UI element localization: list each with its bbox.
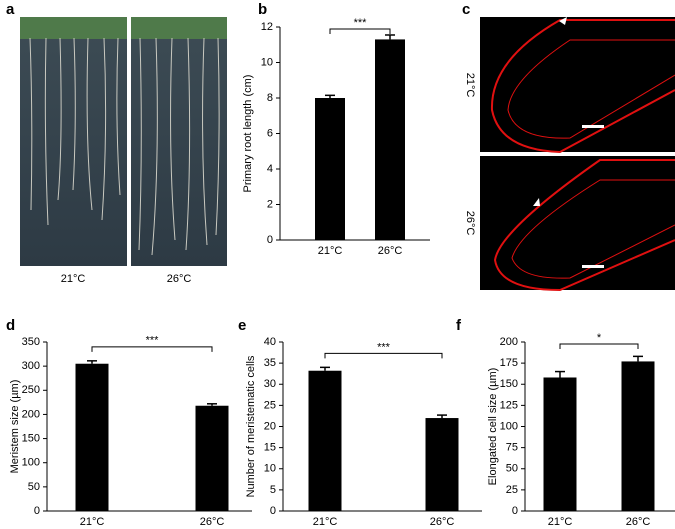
y-tick-label: 150 xyxy=(22,432,40,444)
bar xyxy=(425,418,459,511)
x-tick-label: 21°C xyxy=(318,245,343,257)
y-tick-label: 200 xyxy=(500,336,518,348)
y-tick-label: 50 xyxy=(28,481,40,493)
photo-caption: 26°C xyxy=(167,273,192,285)
y-axis-label: Meristem size (µm) xyxy=(9,380,21,474)
x-tick-label: 26°C xyxy=(200,516,225,528)
x-tick-label: 21°C xyxy=(80,516,105,528)
y-tick-label: 100 xyxy=(500,420,518,432)
significance-label: *** xyxy=(354,17,368,29)
y-tick-label: 200 xyxy=(22,408,40,420)
bar xyxy=(315,98,345,240)
y-tick-label: 30 xyxy=(264,378,276,390)
bar xyxy=(621,361,655,511)
photo-caption: 21°C xyxy=(61,273,86,285)
y-tick-label: 40 xyxy=(264,336,276,348)
x-tick-label: 21°C xyxy=(313,516,338,528)
y-tick-label: 8 xyxy=(267,92,273,104)
panel-label: c xyxy=(462,1,470,18)
y-tick-label: 20 xyxy=(264,420,276,432)
y-tick-label: 5 xyxy=(270,484,276,496)
image-caption: 26°C xyxy=(464,211,476,236)
y-tick-label: 0 xyxy=(512,505,518,517)
image-caption: 21°C xyxy=(464,73,476,98)
y-tick-label: 10 xyxy=(264,463,276,475)
significance-label: *** xyxy=(146,335,160,347)
x-tick-label: 21°C xyxy=(548,516,573,528)
y-tick-label: 25 xyxy=(506,484,518,496)
x-tick-label: 26°C xyxy=(626,516,651,528)
panel-label: d xyxy=(6,317,15,334)
significance-bracket xyxy=(329,28,391,34)
significance-bracket xyxy=(324,352,443,359)
y-tick-label: 125 xyxy=(500,399,518,411)
y-tick-label: 12 xyxy=(261,21,273,33)
plate-photos xyxy=(20,17,227,266)
y-tick-label: 150 xyxy=(500,378,518,390)
significance-label: * xyxy=(597,332,602,344)
bar xyxy=(543,377,577,511)
x-tick-label: 26°C xyxy=(378,245,403,257)
y-tick-label: 25 xyxy=(264,399,276,411)
y-tick-label: 75 xyxy=(506,442,518,454)
y-tick-label: 15 xyxy=(264,442,276,454)
significance-label: *** xyxy=(377,341,391,353)
panel-label: f xyxy=(456,317,462,334)
bar xyxy=(375,39,405,240)
y-tick-label: 10 xyxy=(261,56,273,68)
y-tick-label: 4 xyxy=(267,163,273,175)
x-tick-label: 26°C xyxy=(430,516,455,528)
y-tick-label: 350 xyxy=(22,336,40,348)
y-tick-label: 0 xyxy=(267,234,273,246)
y-tick-label: 175 xyxy=(500,357,518,369)
y-axis-label: Elongated cell size (µm) xyxy=(487,368,499,486)
y-tick-label: 35 xyxy=(264,357,276,369)
y-tick-label: 2 xyxy=(267,198,273,210)
microscopy-images xyxy=(480,17,675,292)
panel-label: e xyxy=(238,317,246,334)
y-tick-label: 300 xyxy=(22,360,40,372)
y-axis-label: Number of meristematic cells xyxy=(245,355,257,497)
y-tick-label: 0 xyxy=(270,505,276,517)
bar xyxy=(195,405,229,511)
bar xyxy=(75,363,109,511)
y-axis-label: Primary root length (cm) xyxy=(242,75,254,193)
y-tick-label: 250 xyxy=(22,384,40,396)
y-tick-label: 6 xyxy=(267,127,273,139)
significance-bracket xyxy=(91,346,213,352)
y-tick-label: 100 xyxy=(22,457,40,469)
significance-bracket xyxy=(559,343,639,349)
panel-label: b xyxy=(258,1,267,18)
y-tick-label: 50 xyxy=(506,463,518,475)
y-tick-label: 0 xyxy=(34,505,40,517)
panel-label: a xyxy=(6,1,15,18)
bar xyxy=(308,370,342,511)
